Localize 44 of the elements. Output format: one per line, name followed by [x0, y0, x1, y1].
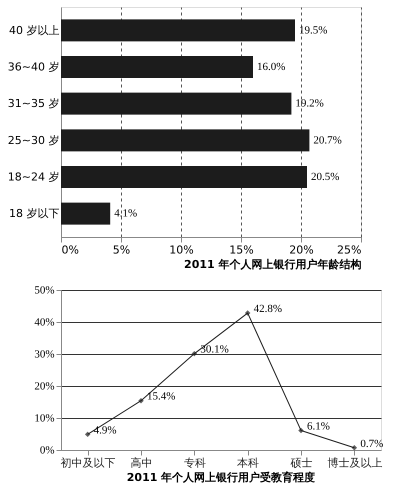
data-label: 15.4% [147, 390, 176, 403]
point [192, 350, 198, 356]
y-tick-label: 36~40 岁 [8, 60, 60, 74]
point [298, 428, 304, 434]
y-tick-label: 18~24 岁 [8, 170, 60, 184]
x-tick-label: 15% [229, 244, 254, 256]
x-tick-label: 专科 [184, 456, 206, 470]
x-tick-label: 0% [62, 244, 79, 256]
data-label: 16.0% [257, 61, 286, 73]
data-label: 6.1% [307, 420, 330, 432]
data-label: 0.7% [360, 438, 384, 450]
y-tick-label: 18 岁以下 [9, 207, 60, 220]
y-tick-label: 40 岁以上 [9, 24, 60, 37]
x-tick-label: 博士及以上 [327, 456, 382, 470]
x-tick-label: 25% [337, 244, 362, 256]
y-tick-label: 10% [34, 412, 54, 424]
y-tick-label: 0% [40, 444, 54, 456]
x-tick-label: 20% [289, 244, 314, 256]
y-tick-label: 40% [34, 316, 54, 328]
y-tick-label: 50% [34, 284, 54, 296]
data-label: 19.2% [295, 98, 324, 110]
y-tick-label: 30% [34, 348, 54, 360]
text: 2011 年个人网上银行用户受教育程度 [126, 471, 316, 484]
text: 2011 年个人网上银行用户年龄结构 [184, 258, 362, 271]
x-tick-label: 10% [169, 244, 194, 256]
data-label: 20.7% [313, 134, 342, 146]
data-label: 4.9% [94, 424, 117, 436]
point [244, 310, 250, 316]
y-tick-label: 25~30 岁 [8, 134, 60, 147]
y-tick-label: 20% [34, 380, 54, 392]
x-tick-label: 高中 [130, 456, 152, 470]
x-tick-label: 5% [112, 244, 130, 256]
point [352, 445, 358, 450]
y-tick-label: 31~35 岁 [8, 97, 60, 110]
point [138, 398, 144, 404]
point [84, 432, 90, 438]
x-tick-label: 本科 [237, 456, 260, 470]
x-tick-label: 初中及以下 [60, 456, 116, 470]
data-label: 4.1% [114, 208, 138, 220]
data-label: 30.1% [200, 344, 229, 356]
data-label: 42.8% [254, 303, 282, 316]
data-label: 20.5% [311, 171, 340, 183]
data-label: 19.5% [299, 24, 328, 36]
x-tick-label: 硕士 [290, 456, 312, 470]
